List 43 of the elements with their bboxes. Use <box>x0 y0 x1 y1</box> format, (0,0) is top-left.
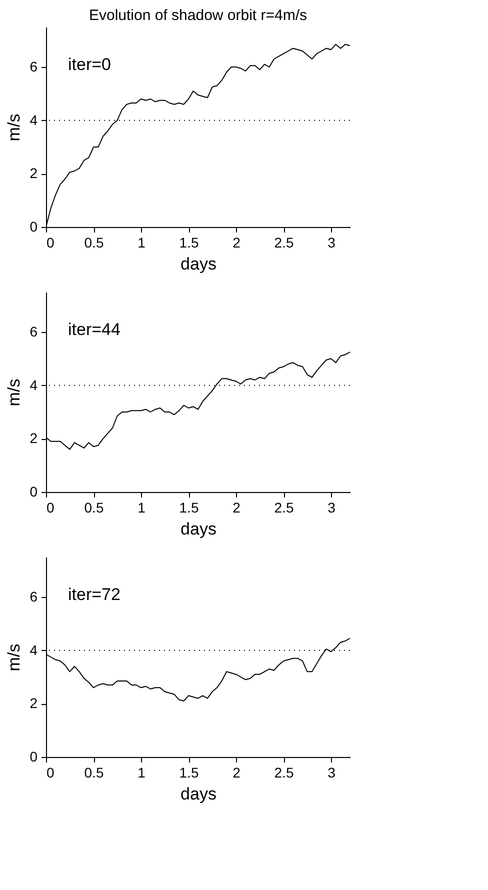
x-tick-label: 3 <box>328 234 336 250</box>
y-tick-label: 0 <box>30 748 38 764</box>
x-tick-label: 0 <box>46 764 54 780</box>
chart-title: Evolution of shadow orbit r=4m/s <box>88 7 308 24</box>
y-tick-label: 4 <box>30 642 38 658</box>
y-tick-label: 6 <box>30 324 38 340</box>
x-tick-label: 1.5 <box>179 764 199 780</box>
x-tick-label: 1 <box>138 234 146 250</box>
y-tick-label: 6 <box>30 588 38 604</box>
x-tick-label: 0 <box>46 500 54 516</box>
y-tick-label: 4 <box>30 112 38 128</box>
x-tick-label: 1.5 <box>179 500 199 516</box>
annotation: iter=44 <box>68 320 120 339</box>
y-axis-title: m/s <box>4 378 24 406</box>
x-axis-title: days <box>180 254 216 274</box>
y-tick-label: 4 <box>30 376 38 393</box>
y-axis-title: m/s <box>4 644 24 672</box>
x-tick-label: 2 <box>232 500 241 516</box>
x-tick-label: 2 <box>232 764 241 780</box>
x-tick-label: 2.5 <box>274 764 294 780</box>
x-tick-label: 3 <box>328 764 336 780</box>
x-tick-label: 0.5 <box>84 234 104 250</box>
x-tick-label: 1.5 <box>179 234 199 250</box>
x-axis-title: days <box>180 784 216 804</box>
y-tick-label: 2 <box>30 165 38 182</box>
y-tick-label: 0 <box>30 218 38 234</box>
y-tick-label: 6 <box>30 58 38 74</box>
x-tick-label: 3 <box>328 500 336 516</box>
x-tick-label: 0.5 <box>84 764 104 780</box>
x-tick-label: 1 <box>138 764 146 780</box>
y-tick-label: 2 <box>30 430 38 446</box>
x-tick-label: 0.5 <box>84 500 104 516</box>
annotation: iter=72 <box>68 585 120 604</box>
annotation: iter=0 <box>68 55 111 74</box>
x-axis-title: days <box>180 520 216 538</box>
x-tick-label: 0 <box>46 234 54 250</box>
x-tick-label: 2.5 <box>274 234 294 250</box>
y-tick-label: 0 <box>30 484 38 500</box>
x-tick-label: 1 <box>138 500 146 516</box>
x-tick-label: 2.5 <box>274 500 294 516</box>
x-tick-label: 2 <box>232 234 241 250</box>
y-axis-title: m/s <box>4 114 24 142</box>
y-tick-label: 2 <box>30 695 38 712</box>
